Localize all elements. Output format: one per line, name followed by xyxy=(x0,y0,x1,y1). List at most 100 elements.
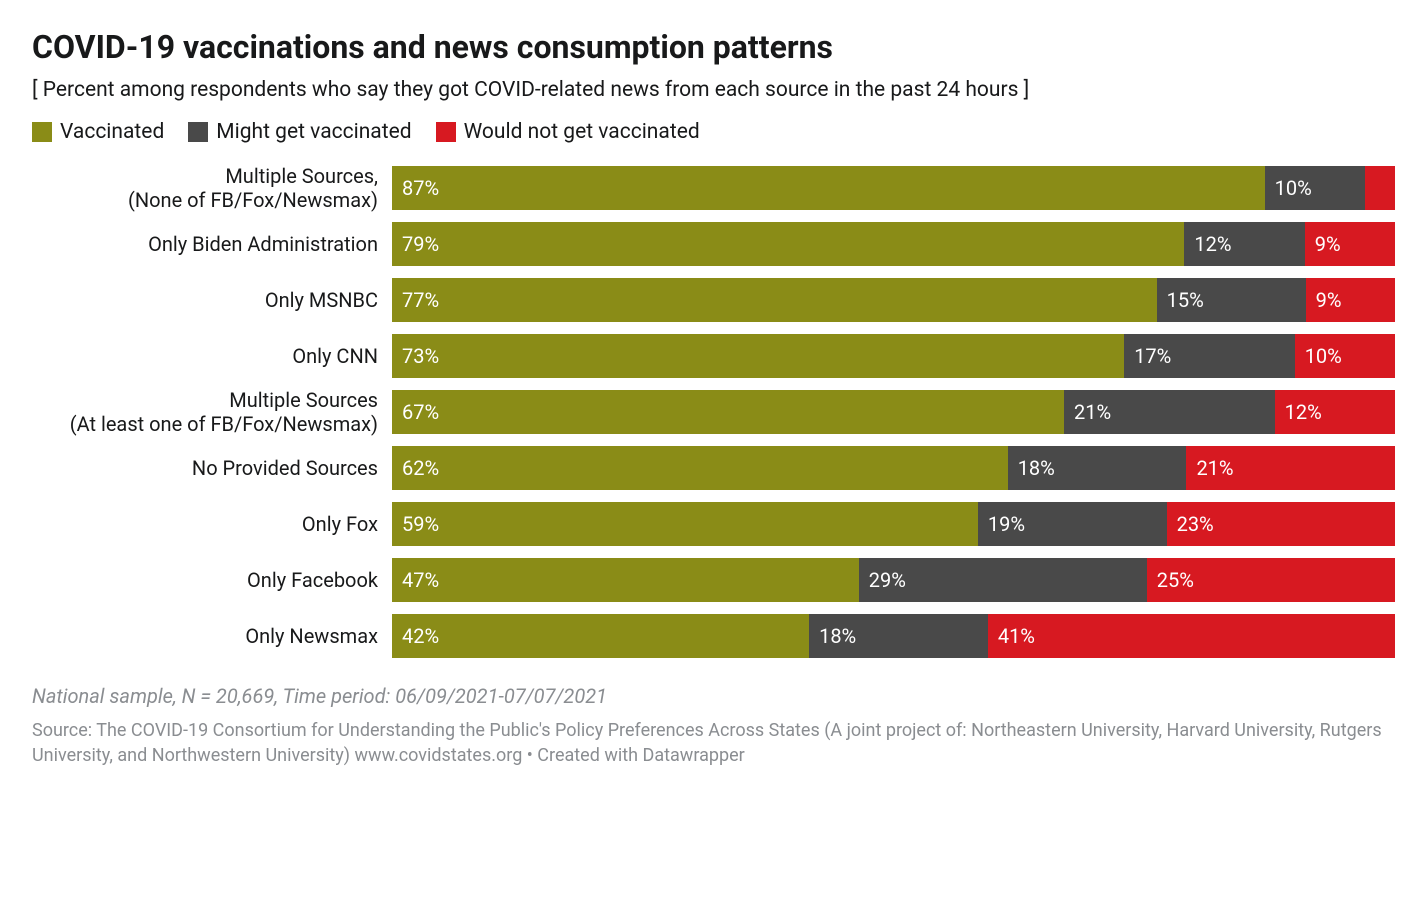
chart-row: Only Biden Administration 79% 12% 9% xyxy=(32,222,1395,266)
legend: Vaccinated Might get vaccinated Would not … xyxy=(32,120,1395,144)
segment-value: 10% xyxy=(1275,176,1312,200)
bar-segment xyxy=(1365,166,1395,210)
row-label-line: Multiple Sources xyxy=(229,388,378,412)
row-label: Multiple Sources,(None of FB/Fox/Newsmax… xyxy=(32,164,392,212)
segment-value: 23% xyxy=(1177,512,1214,536)
legend-label: Vaccinated xyxy=(60,120,164,144)
chart-row: Only Fox 59% 19% 23% xyxy=(32,502,1395,546)
row-bar: 87% 10% xyxy=(392,166,1395,210)
row-label-line: Only Biden Administration xyxy=(148,232,378,256)
bar-segment: 18% xyxy=(1008,446,1187,490)
chart-row: Only CNN 73% 17% 10% xyxy=(32,334,1395,378)
legend-swatch xyxy=(32,122,52,142)
legend-label: Might get vaccinated xyxy=(216,120,411,144)
segment-value: 15% xyxy=(1167,288,1204,312)
segment-value: 18% xyxy=(1018,456,1055,480)
row-bar: 59% 19% 23% xyxy=(392,502,1395,546)
row-label: No Provided Sources xyxy=(32,456,392,480)
row-label: Only Fox xyxy=(32,512,392,536)
bar-segment: 15% xyxy=(1157,278,1306,322)
row-label-line: Only MSNBC xyxy=(265,288,378,312)
chart-subtitle: [ Percent among respondents who say they… xyxy=(32,78,1395,102)
row-label-line: No Provided Sources xyxy=(192,456,378,480)
bar-segment: 10% xyxy=(1295,334,1395,378)
row-bar: 62% 18% 21% xyxy=(392,446,1395,490)
legend-swatch xyxy=(188,122,208,142)
chart-row: Only MSNBC 77% 15% 9% xyxy=(32,278,1395,322)
row-label-line: (At least one of FB/Fox/Newsmax) xyxy=(70,412,378,436)
segment-value: 42% xyxy=(402,624,439,648)
row-label: Only CNN xyxy=(32,344,392,368)
bar-segment: 9% xyxy=(1306,278,1395,322)
row-label: Only Newsmax xyxy=(32,624,392,648)
chart-row: No Provided Sources 62% 18% 21% xyxy=(32,446,1395,490)
stacked-bar-chart: Multiple Sources,(None of FB/Fox/Newsmax… xyxy=(32,166,1395,658)
bar-segment: 12% xyxy=(1184,222,1304,266)
segment-value: 10% xyxy=(1305,344,1342,368)
segment-value: 9% xyxy=(1316,288,1342,312)
segment-value: 12% xyxy=(1285,400,1322,424)
bar-segment: 12% xyxy=(1275,390,1395,434)
chart-row: Multiple Sources(At least one of FB/Fox/… xyxy=(32,390,1395,434)
segment-value: 29% xyxy=(869,568,906,592)
segment-value: 21% xyxy=(1074,400,1111,424)
row-label: Only Biden Administration xyxy=(32,232,392,256)
segment-value: 19% xyxy=(988,512,1025,536)
bar-segment: 42% xyxy=(392,614,809,658)
row-label-line: Only Newsmax xyxy=(245,624,378,648)
bar-segment: 25% xyxy=(1147,558,1395,602)
legend-item: Vaccinated xyxy=(32,120,164,144)
chart-title: COVID-19 vaccinations and news consumpti… xyxy=(32,28,1395,66)
row-bar: 47% 29% 25% xyxy=(392,558,1395,602)
bar-segment: 73% xyxy=(392,334,1124,378)
legend-item: Would not get vaccinated xyxy=(436,120,700,144)
row-label-line: Only CNN xyxy=(292,344,378,368)
bar-segment: 79% xyxy=(392,222,1184,266)
bar-segment: 59% xyxy=(392,502,978,546)
bar-segment: 67% xyxy=(392,390,1064,434)
bar-segment: 10% xyxy=(1265,166,1365,210)
segment-value: 59% xyxy=(402,512,439,536)
bar-segment: 18% xyxy=(809,614,988,658)
bar-segment: 41% xyxy=(988,614,1395,658)
chart-row: Only Facebook 47% 29% 25% xyxy=(32,558,1395,602)
row-label-line: Only Facebook xyxy=(247,568,378,592)
bar-segment: 23% xyxy=(1167,502,1395,546)
bar-segment: 17% xyxy=(1124,334,1295,378)
bar-segment: 47% xyxy=(392,558,859,602)
segment-value: 77% xyxy=(402,288,439,312)
chart-row: Multiple Sources,(None of FB/Fox/Newsmax… xyxy=(32,166,1395,210)
segment-value: 62% xyxy=(402,456,439,480)
segment-value: 25% xyxy=(1157,568,1194,592)
row-label-line: Only Fox xyxy=(302,512,378,536)
footnote: National sample, N = 20,669, Time period… xyxy=(32,684,1395,708)
row-label: Only MSNBC xyxy=(32,288,392,312)
segment-value: 67% xyxy=(402,400,439,424)
row-label-line: (None of FB/Fox/Newsmax) xyxy=(128,188,378,212)
bar-segment: 21% xyxy=(1186,446,1395,490)
segment-value: 47% xyxy=(402,568,439,592)
segment-value: 73% xyxy=(402,344,439,368)
segment-value: 87% xyxy=(402,176,439,200)
row-bar: 79% 12% 9% xyxy=(392,222,1395,266)
segment-value: 21% xyxy=(1196,456,1233,480)
segment-value: 9% xyxy=(1315,232,1341,256)
segment-value: 12% xyxy=(1194,232,1231,256)
bar-segment: 87% xyxy=(392,166,1265,210)
segment-value: 17% xyxy=(1134,344,1171,368)
bar-segment: 62% xyxy=(392,446,1008,490)
row-bar: 77% 15% 9% xyxy=(392,278,1395,322)
bar-segment: 29% xyxy=(859,558,1147,602)
row-label: Only Facebook xyxy=(32,568,392,592)
chart-row: Only Newsmax 42% 18% 41% xyxy=(32,614,1395,658)
row-bar: 67% 21% 12% xyxy=(392,390,1395,434)
segment-value: 41% xyxy=(998,624,1035,648)
bar-segment: 77% xyxy=(392,278,1157,322)
segment-value: 18% xyxy=(819,624,856,648)
legend-item: Might get vaccinated xyxy=(188,120,411,144)
bar-segment: 19% xyxy=(978,502,1167,546)
legend-label: Would not get vaccinated xyxy=(464,120,700,144)
bar-segment: 9% xyxy=(1305,222,1395,266)
bar-segment: 21% xyxy=(1064,390,1275,434)
row-label-line: Multiple Sources, xyxy=(225,164,378,188)
